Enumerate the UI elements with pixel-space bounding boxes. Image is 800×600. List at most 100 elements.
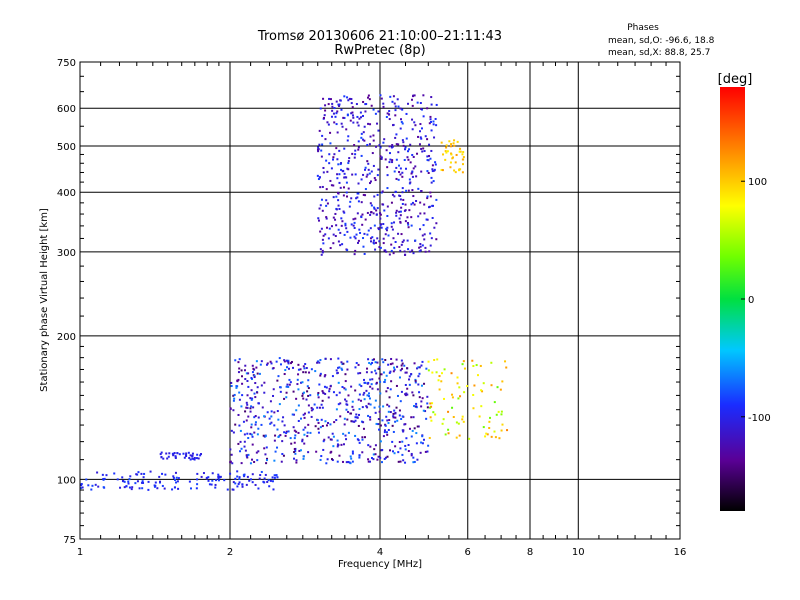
data-point	[365, 389, 368, 392]
data-point	[311, 408, 314, 411]
data-point	[358, 383, 361, 386]
data-point	[397, 451, 400, 454]
data-point	[250, 376, 253, 379]
data-point	[406, 156, 409, 159]
data-point	[251, 371, 254, 374]
data-point	[241, 382, 244, 385]
data-point	[134, 482, 137, 485]
data-point	[412, 461, 415, 464]
data-point	[320, 455, 323, 458]
data-point	[431, 371, 434, 374]
data-point	[320, 418, 323, 421]
data-point	[357, 148, 360, 151]
data-point	[297, 431, 300, 434]
data-point	[350, 420, 353, 423]
data-point	[394, 105, 397, 108]
data-point	[372, 453, 375, 456]
data-point	[322, 448, 325, 451]
data-point	[279, 390, 282, 393]
data-point	[434, 413, 437, 416]
data-point	[413, 427, 416, 430]
data-point	[423, 150, 426, 153]
data-point	[343, 211, 346, 214]
data-point	[322, 171, 325, 174]
data-point	[233, 393, 236, 396]
data-point	[302, 428, 305, 431]
data-point	[318, 406, 321, 409]
data-point	[404, 448, 407, 451]
data-point	[81, 486, 84, 489]
data-point	[238, 398, 241, 401]
data-point	[419, 249, 422, 252]
data-point	[276, 410, 279, 413]
data-point	[270, 410, 273, 413]
data-point	[362, 393, 365, 396]
data-point	[351, 450, 354, 453]
data-point	[442, 418, 445, 421]
data-point	[230, 381, 233, 384]
data-point	[377, 228, 380, 231]
data-point	[252, 367, 255, 370]
data-point	[357, 140, 360, 143]
data-point	[255, 360, 258, 363]
data-point	[172, 475, 175, 478]
data-point	[479, 364, 482, 367]
data-point	[369, 418, 372, 421]
data-point	[351, 460, 354, 463]
data-point	[423, 382, 426, 385]
data-point	[188, 456, 191, 459]
data-point	[397, 178, 400, 181]
data-point	[406, 221, 409, 224]
data-point	[373, 358, 376, 361]
data-point	[381, 190, 384, 193]
data-point	[498, 437, 501, 440]
data-point	[137, 471, 140, 474]
data-point	[429, 195, 432, 198]
data-point	[318, 143, 321, 146]
data-point	[432, 411, 435, 414]
data-point	[392, 415, 395, 418]
data-point	[424, 246, 427, 249]
data-point	[429, 191, 432, 194]
data-point	[361, 438, 364, 441]
data-point	[369, 237, 372, 240]
data-point	[373, 448, 376, 451]
data-point	[349, 200, 352, 203]
data-point	[386, 112, 389, 115]
data-point	[379, 94, 382, 97]
data-point	[420, 400, 423, 403]
grid-lines	[80, 62, 680, 539]
data-point	[102, 486, 105, 489]
data-point	[159, 453, 162, 456]
data-point	[369, 363, 372, 366]
data-point	[420, 384, 423, 387]
data-point	[438, 375, 441, 378]
data-point	[158, 475, 161, 478]
data-point	[379, 246, 382, 249]
data-point	[403, 364, 406, 367]
data-point	[338, 454, 341, 457]
data-point	[386, 174, 389, 177]
data-point	[457, 422, 460, 425]
y-tick-label: 75	[63, 535, 76, 546]
data-point	[243, 433, 246, 436]
data-point	[417, 375, 420, 378]
data-point	[199, 454, 202, 457]
data-point	[347, 135, 350, 138]
data-point	[273, 459, 276, 462]
data-point	[349, 119, 352, 122]
data-point	[377, 129, 380, 132]
data-point	[189, 454, 192, 457]
data-point	[332, 435, 335, 438]
data-point	[289, 437, 292, 440]
data-point	[373, 224, 376, 227]
y-axis-label: Stationary phase Virtual Height [km]	[39, 208, 50, 392]
data-point	[249, 407, 252, 410]
data-point	[251, 364, 254, 367]
data-point	[272, 488, 275, 491]
data-point	[301, 440, 304, 443]
data-point	[349, 236, 352, 239]
data-point	[360, 116, 363, 119]
data-point	[451, 157, 454, 160]
data-point	[393, 246, 396, 249]
